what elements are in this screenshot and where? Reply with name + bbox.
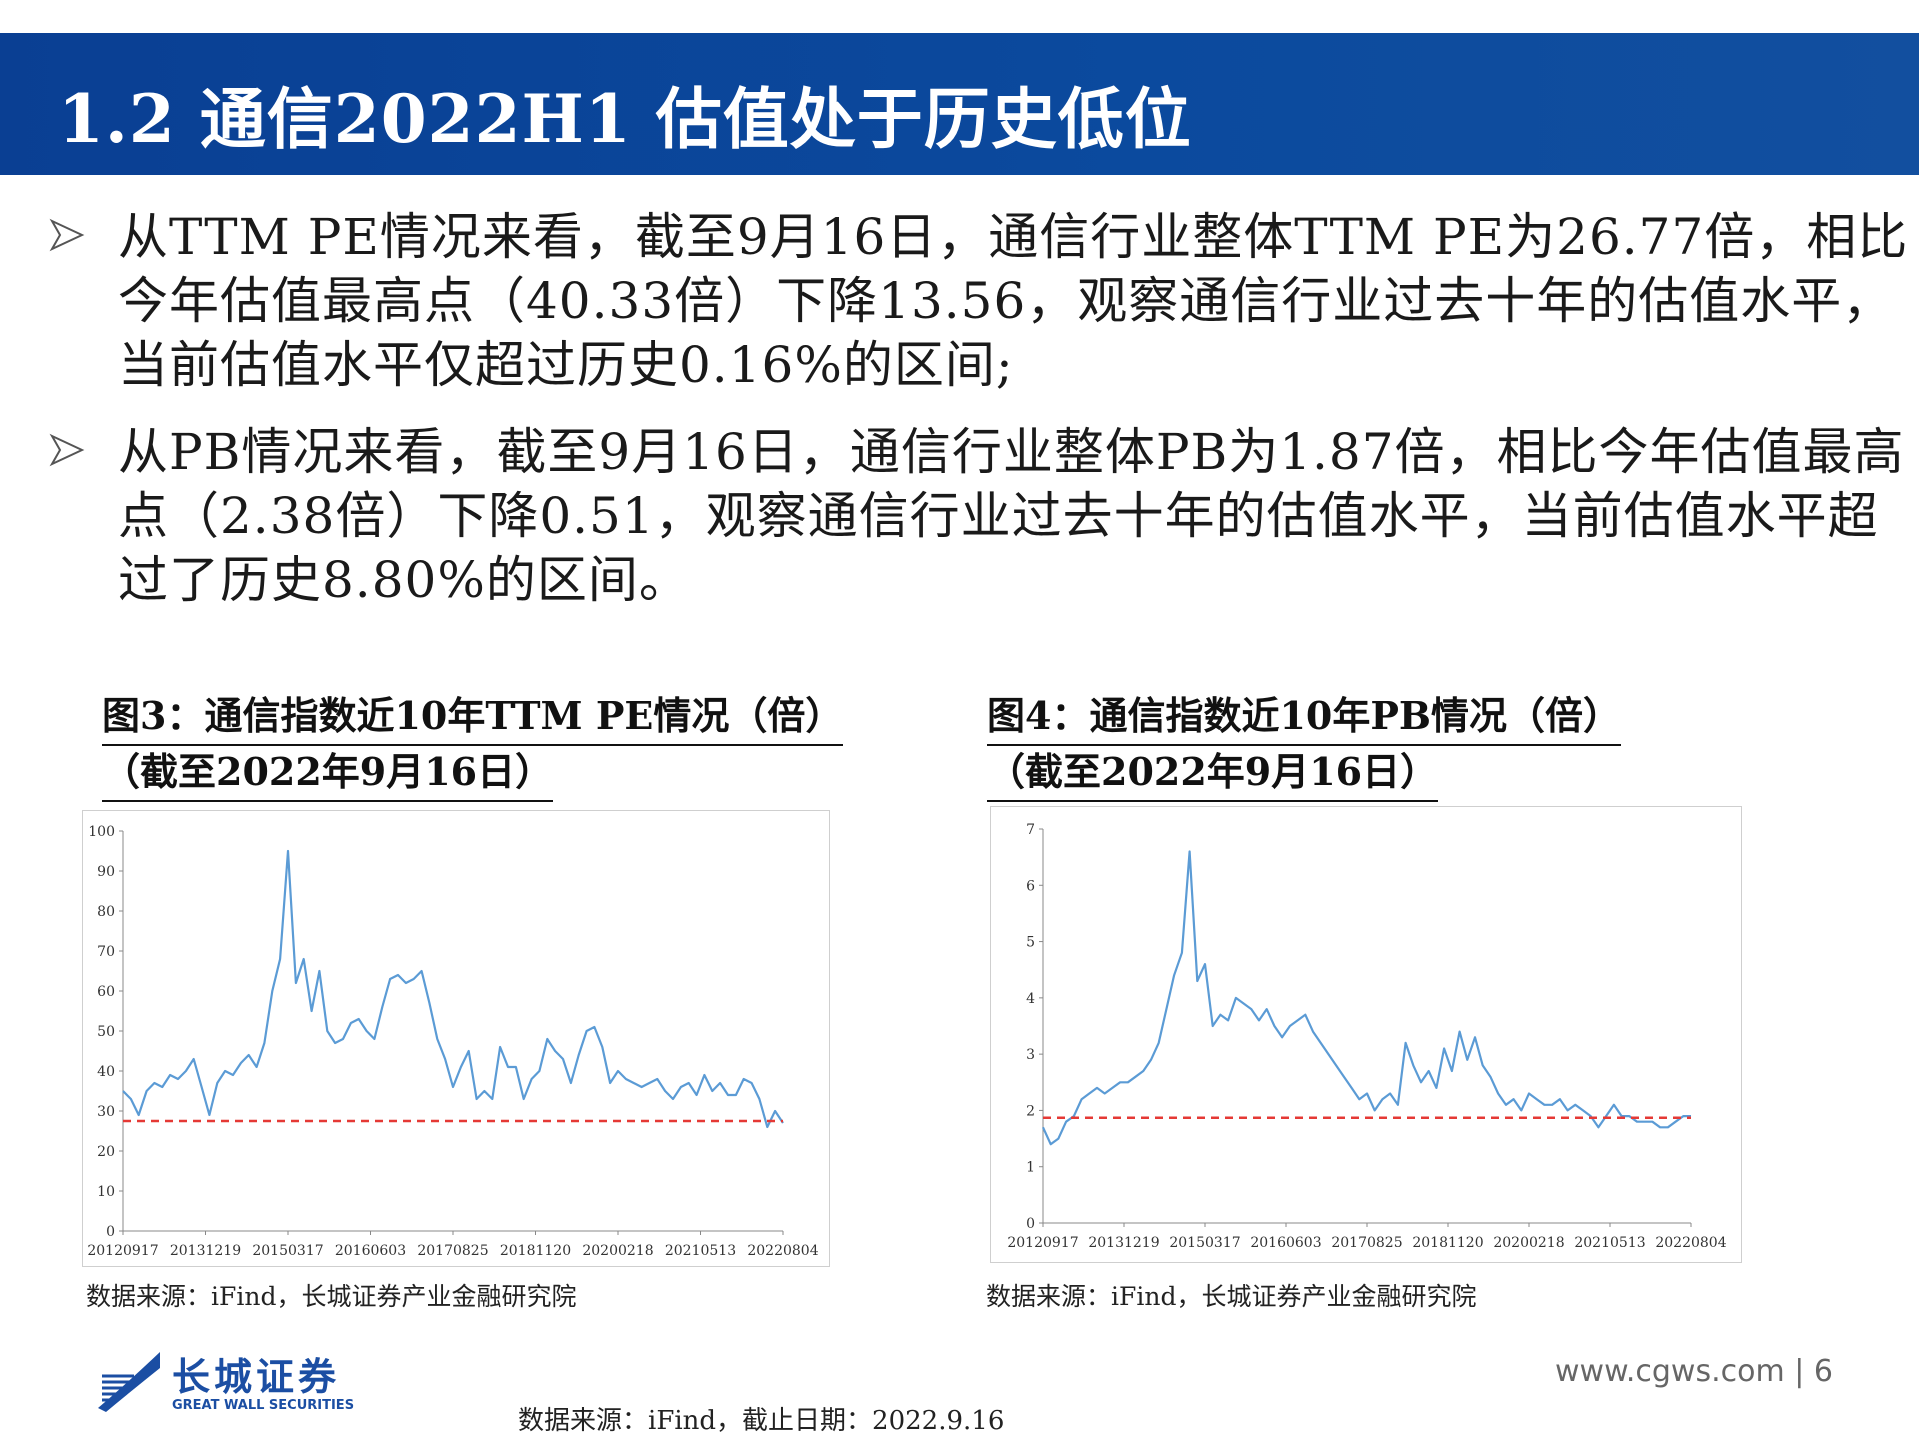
figure-4-title-line1: 图4：通信指数近10年PB情况（倍） <box>987 690 1622 746</box>
pe-chart-svg: 0 10 20 30 40 50 60 70 80 90 100 20120917 20131219 20… <box>87 824 818 1259</box>
bullet-text-pe: 从TTM PE情况来看，截至9月16日，通信行业整体TTM PE为26.77倍，… <box>118 208 1909 394</box>
x-tick-label: 20131219 <box>170 1243 241 1259</box>
x-tick-label: 20150317 <box>1169 1235 1240 1251</box>
y-tick-label: 4 <box>1026 991 1035 1007</box>
y-tick-label: 30 <box>97 1104 115 1120</box>
x-tick-label: 20181120 <box>500 1243 571 1259</box>
footer-note: 数据来源：iFind，截止日期：2022.9.16 <box>518 1406 1005 1436</box>
figure-3-title-line1: 图3：通信指数近10年TTM PE情况（倍） <box>102 690 844 746</box>
figure-3-title: 图3：通信指数近10年TTM PE情况（倍） （截至2022年9月16日） <box>102 690 882 802</box>
y-tick-label: 20 <box>97 1144 115 1160</box>
y-tick-label: 2 <box>1026 1103 1035 1119</box>
x-tick-label: 20131219 <box>1088 1235 1159 1251</box>
x-tick-label: 20200218 <box>1493 1235 1564 1251</box>
y-tick-label: 6 <box>1026 878 1035 894</box>
figure-4-title: 图4：通信指数近10年PB情况（倍） （截至2022年9月16日） <box>987 690 1787 802</box>
company-logo: 长城证券 GREAT WALL SECURITIES <box>94 1346 374 1426</box>
x-tick-label: 20210513 <box>665 1243 736 1259</box>
figure-3-title-line2: （截至2022年9月16日） <box>102 746 554 802</box>
x-tick-label: 20220804 <box>1655 1235 1726 1251</box>
footer-url: www.cgws.com | 6 <box>1555 1354 1833 1389</box>
arrow-bullet-icon <box>49 218 85 252</box>
y-tick-label: 70 <box>97 944 115 960</box>
x-tick-label: 20181120 <box>1412 1235 1483 1251</box>
bullet-text-pb: 从PB情况来看，截至9月16日，通信行业整体PB为1.87倍，相比今年估值最高点… <box>118 423 1905 609</box>
data-series-line <box>1041 850 1691 1146</box>
y-tick-label: 40 <box>97 1064 115 1080</box>
x-tick-label: 20160603 <box>335 1243 406 1259</box>
figure-4-title-line2: （截至2022年9月16日） <box>987 746 1439 802</box>
data-series-line <box>122 849 784 1129</box>
y-tick-label: 80 <box>97 904 115 920</box>
logo-cn: 长城证券 <box>172 1354 341 1399</box>
y-tick-label: 90 <box>97 864 115 880</box>
x-tick-label: 20200218 <box>582 1243 653 1259</box>
header-bar <box>0 33 1919 175</box>
y-tick-label: 0 <box>106 1224 115 1240</box>
bullet-pb: 从PB情况来看，截至9月16日，通信行业整体PB为1.87倍，相比今年估值最高点… <box>48 420 1904 610</box>
x-tick-label: 20120917 <box>87 1243 158 1259</box>
bullet-pe: 从TTM PE情况来看，截至9月16日，通信行业整体TTM PE为26.77倍，… <box>48 205 1907 395</box>
pb-chart-svg: 0 1 2 3 4 5 6 7 20120917 20131219 20150317 20160603… <box>1007 822 1726 1251</box>
wave-logo-icon <box>98 1352 160 1412</box>
page-title: 1.2 通信2022H1 估值处于历史低位 <box>58 80 1192 158</box>
y-tick-label: 50 <box>97 1024 115 1040</box>
x-tick-label: 20170825 <box>417 1243 488 1259</box>
logo-en: GREAT WALL SECURITIES <box>172 1398 355 1413</box>
x-tick-label: 20160603 <box>1250 1235 1321 1251</box>
x-tick-label: 20150317 <box>252 1243 323 1259</box>
x-tick-label: 20170825 <box>1331 1235 1402 1251</box>
figure-4-source: 数据来源：iFind，长城证券产业金融研究院 <box>986 1282 1477 1311</box>
y-tick-label: 0 <box>1026 1216 1035 1232</box>
y-tick-label: 5 <box>1026 935 1035 951</box>
y-tick-label: 3 <box>1026 1047 1035 1063</box>
pb-chart: 0 1 2 3 4 5 6 7 20120917 20131219 20150317 20160603… <box>990 806 1742 1263</box>
x-tick-label: 20220804 <box>747 1243 818 1259</box>
y-tick-label: 7 <box>1026 822 1035 838</box>
figure-3-source: 数据来源：iFind，长城证券产业金融研究院 <box>86 1282 577 1311</box>
y-tick-label: 60 <box>97 984 115 1000</box>
x-tick-label: 20120917 <box>1007 1235 1078 1251</box>
pe-chart: 0 10 20 30 40 50 60 70 80 90 100 20120917 20131219 20… <box>82 810 830 1267</box>
arrow-bullet-icon <box>49 433 85 467</box>
x-tick-label: 20210513 <box>1574 1235 1645 1251</box>
y-tick-label: 10 <box>97 1184 115 1200</box>
y-tick-label: 1 <box>1026 1160 1035 1176</box>
y-tick-label: 100 <box>88 824 115 840</box>
